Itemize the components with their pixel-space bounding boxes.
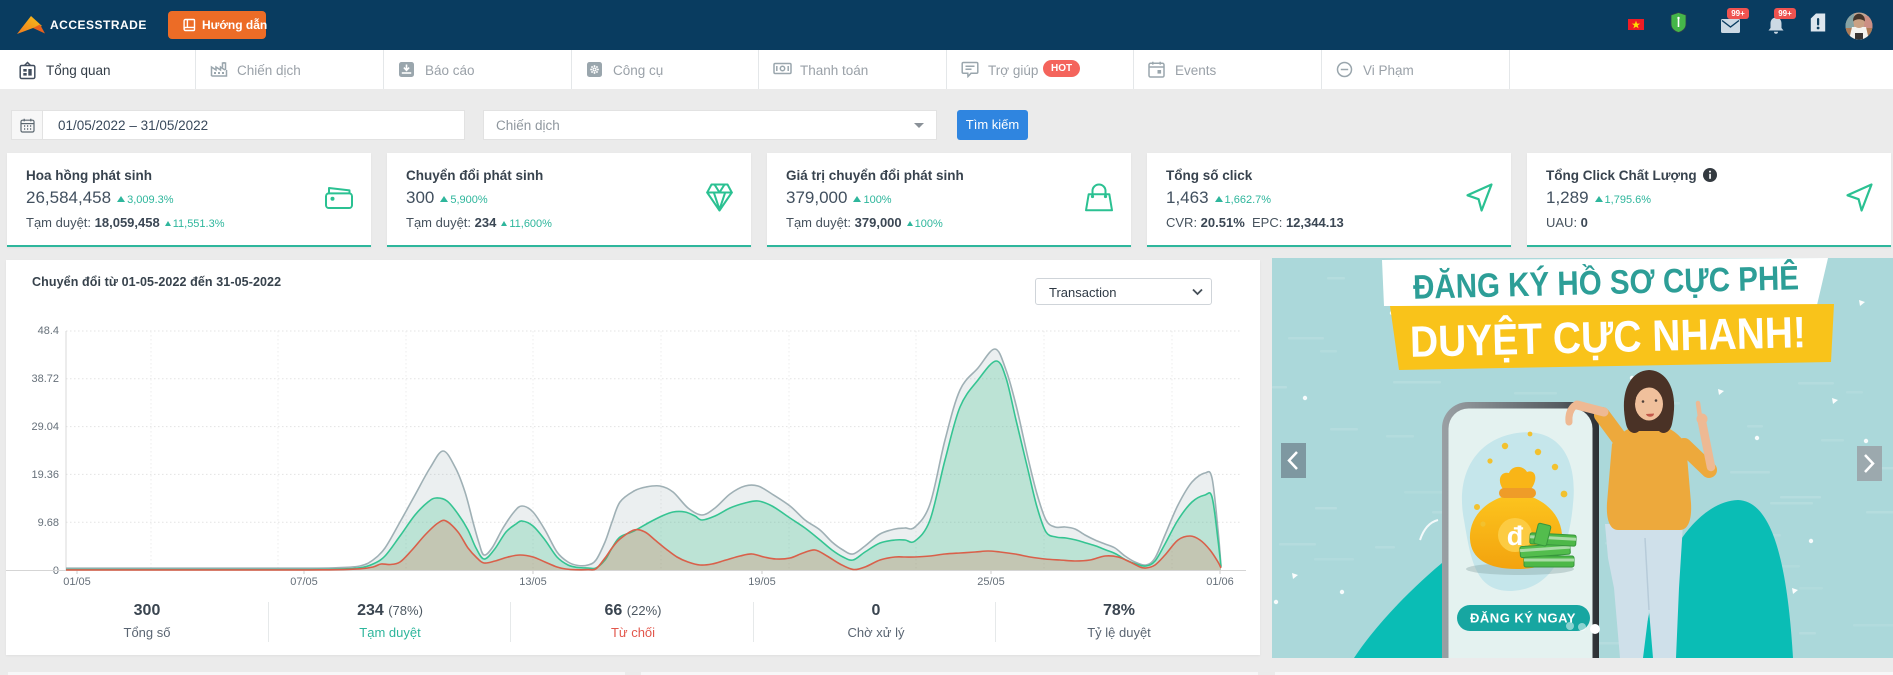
svg-text:29.04: 29.04 <box>31 421 59 433</box>
svg-text:48.4: 48.4 <box>38 325 59 337</box>
svg-text:13/05: 13/05 <box>519 576 547 588</box>
svg-text:DUYỆT CỰC NHANH!: DUYỆT CỰC NHANH! <box>1409 307 1806 367</box>
svg-text:9.68: 9.68 <box>38 517 59 529</box>
svg-text:01/05: 01/05 <box>63 576 91 588</box>
svg-text:19.36: 19.36 <box>31 469 59 481</box>
svg-text:19/05: 19/05 <box>748 576 776 588</box>
svg-text:ĐĂNG KÝ HỒ SƠ CỰC PHÊ: ĐĂNG KÝ HỒ SƠ CỰC PHÊ <box>1413 259 1800 306</box>
svg-text:01/06: 01/06 <box>1206 576 1234 588</box>
svg-text:25/05: 25/05 <box>977 576 1005 588</box>
svg-text:ĐĂNG KÝ NGAY: ĐĂNG KÝ NGAY <box>1470 611 1576 626</box>
svg-text:đ: đ <box>1507 521 1524 551</box>
svg-text:38.72: 38.72 <box>31 373 59 385</box>
svg-text:07/05: 07/05 <box>290 576 318 588</box>
